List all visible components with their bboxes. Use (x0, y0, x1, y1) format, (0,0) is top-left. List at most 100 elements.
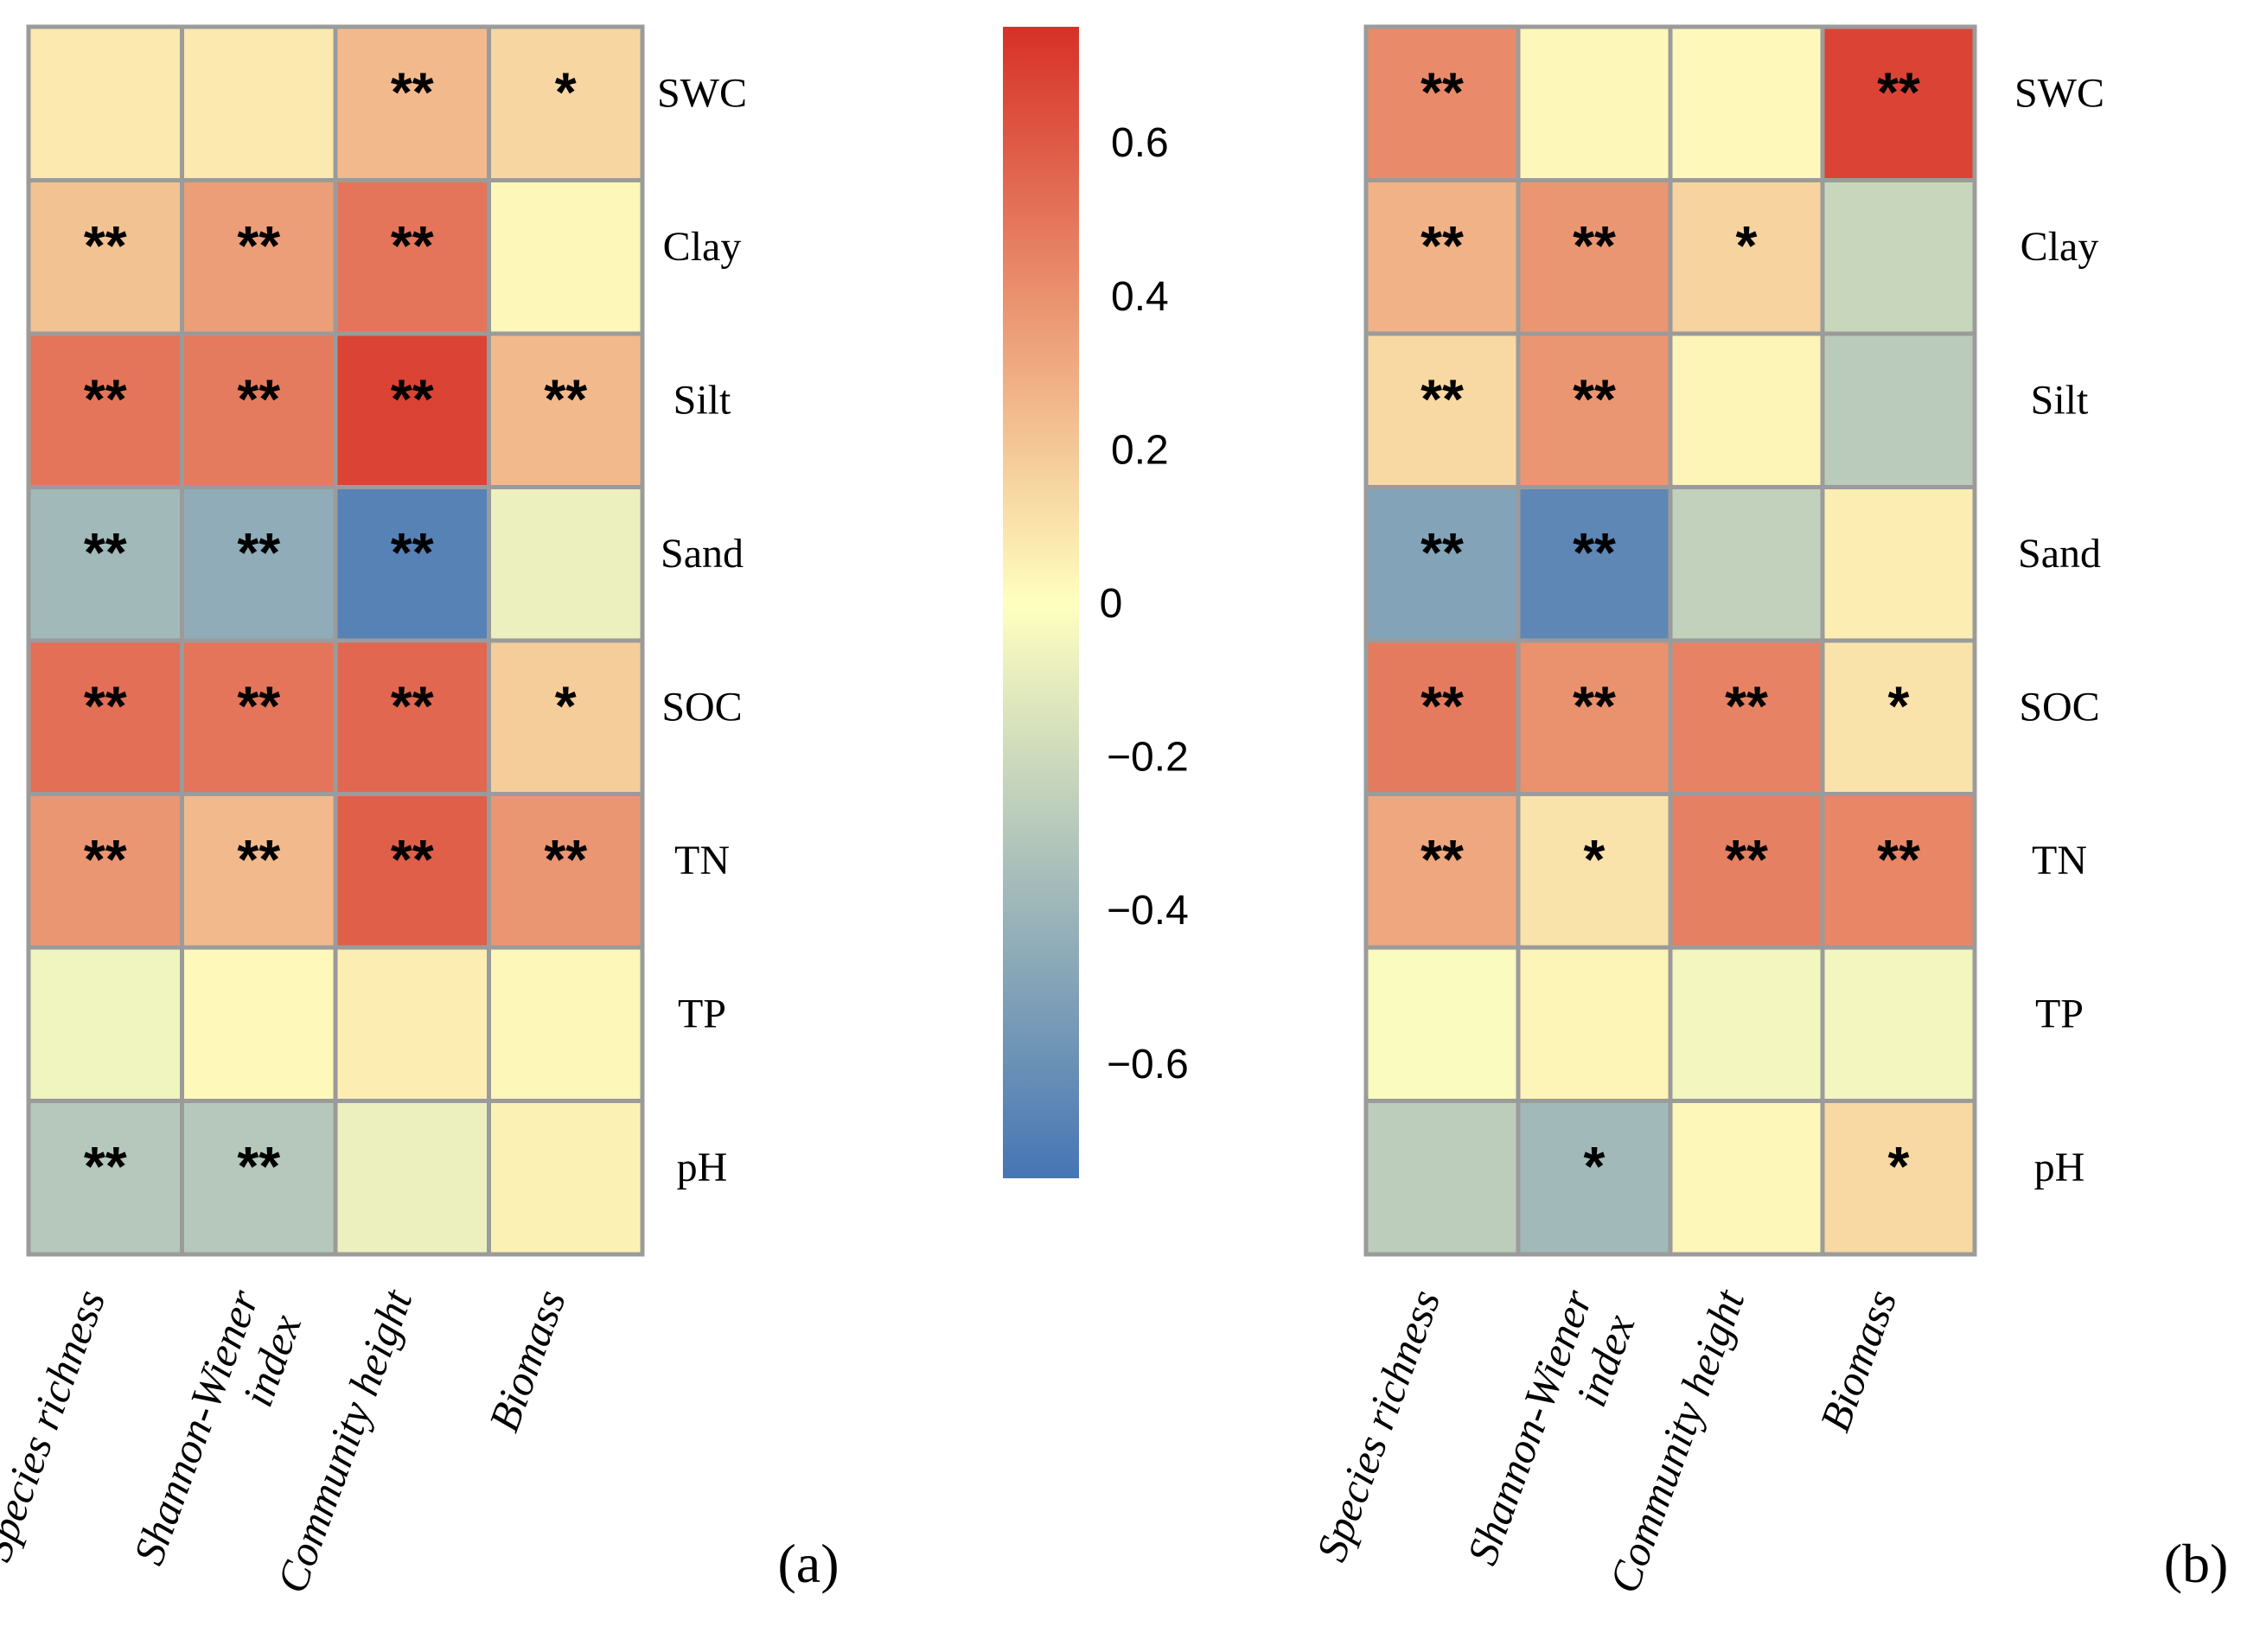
significance-marker: ** (237, 1135, 280, 1197)
heatmap-cell (1820, 331, 1977, 489)
row-label: TP (2035, 991, 2084, 1036)
heatmap-cell (1516, 945, 1673, 1103)
significance-marker: ** (237, 521, 280, 584)
row-label: Sand (661, 531, 744, 577)
heatmap-cell (333, 331, 491, 489)
heatmap-cell (487, 178, 645, 336)
heatmap-cell (1820, 178, 1977, 336)
significance-marker: * (555, 61, 577, 124)
significance-marker: * (555, 675, 577, 737)
heatmap-cell (487, 945, 645, 1103)
row-label: TN (2032, 838, 2087, 883)
heatmap-cell (487, 485, 645, 643)
significance-marker: * (1584, 1135, 1606, 1197)
heatmap-cell (1820, 638, 1977, 796)
significance-marker: * (1736, 214, 1758, 277)
row-label: SWC (657, 70, 747, 116)
row-label: Silt (2031, 377, 2089, 423)
heatmap-cell (26, 945, 184, 1103)
significance-marker: ** (1573, 675, 1616, 737)
row-label: TP (678, 991, 726, 1036)
significance-marker: ** (1725, 828, 1768, 890)
panel-label-b: (b) (2164, 1533, 2229, 1594)
heatmap-cell (1820, 945, 1977, 1103)
heatmap-cell (1820, 24, 1977, 182)
colorbar-tick-label: −0.4 (1107, 888, 1189, 934)
heatmap-panel-a: ** * SWC** ** ** Clay** ** ** ** Silt** ** ** Sand**… (0, 24, 747, 1599)
heatmap-cell (180, 945, 338, 1103)
significance-marker: ** (84, 521, 127, 584)
significance-marker: ** (237, 214, 280, 277)
heatmap-cell (1668, 178, 1825, 336)
heatmap-cell (333, 792, 491, 950)
heatmap-cell (26, 792, 184, 950)
significance-marker: ** (84, 675, 127, 737)
significance-marker: ** (1420, 214, 1464, 277)
heatmap-cell (1363, 945, 1521, 1103)
row-label: SOC (2019, 684, 2099, 730)
significance-marker: ** (1725, 675, 1768, 737)
colorbar-tick-label: 0.4 (1111, 274, 1169, 320)
significance-marker: ** (1420, 521, 1464, 584)
colorbar-tick-label: 0 (1100, 581, 1123, 627)
significance-marker: ** (391, 521, 434, 584)
colorbar-tick-label: −0.6 (1107, 1042, 1189, 1088)
heatmap-cell (26, 485, 184, 643)
row-label: pH (677, 1145, 728, 1190)
significance-marker: ** (1420, 368, 1464, 431)
heatmap-cell (333, 945, 491, 1103)
heatmap-cell (1820, 1099, 1977, 1257)
heatmap-cell (487, 24, 645, 182)
heatmap-cell (1363, 485, 1521, 643)
heatmap-cell (26, 331, 184, 489)
significance-marker: ** (1573, 368, 1616, 431)
heatmap-cell (333, 485, 491, 643)
significance-marker: ** (84, 214, 127, 277)
significance-marker: ** (1420, 61, 1464, 124)
heatmap-cell (1363, 178, 1521, 336)
heatmap-cell (333, 1099, 491, 1257)
heatmap-cell (180, 1099, 338, 1257)
colorbar-tick-label: 0.2 (1111, 427, 1169, 473)
heatmap-cell (487, 792, 645, 950)
significance-marker: ** (1877, 828, 1920, 890)
heatmap-cell (180, 638, 338, 796)
significance-marker: ** (1420, 675, 1464, 737)
significance-marker: ** (391, 828, 434, 890)
significance-marker: ** (544, 828, 587, 890)
significance-marker: ** (1573, 521, 1616, 584)
significance-marker: ** (1573, 214, 1616, 277)
row-label: SOC (661, 684, 742, 730)
significance-marker: ** (84, 828, 127, 890)
heatmap-cell (180, 24, 338, 182)
column-label: Biomass (1810, 1284, 1906, 1438)
heatmap-panel-b: ** ** SWC** ** * Clay** ** Silt** ** Sand** ** ** * S… (1306, 24, 2104, 1599)
heatmap-cell (180, 792, 338, 950)
column-label: Biomass (479, 1284, 575, 1438)
colorbar-tick-label: 0.6 (1111, 120, 1169, 166)
colorbar: 0.6 0.4 0.2 0 −0.2 −0.4 −0.6 (1003, 27, 1189, 1178)
heatmap-cell (487, 638, 645, 796)
column-label: Species richness (0, 1284, 114, 1567)
significance-marker: ** (1420, 828, 1464, 890)
panel-label-a: (a) (777, 1533, 839, 1594)
significance-marker: ** (237, 368, 280, 431)
significance-marker: ** (391, 368, 434, 431)
significance-marker: ** (391, 61, 434, 124)
heatmap-cell (1668, 945, 1825, 1103)
significance-marker: * (1888, 675, 1910, 737)
heatmap-cell (1516, 638, 1673, 796)
heatmap-cell (1516, 1099, 1673, 1257)
heatmap-cell (26, 24, 184, 182)
row-label: TN (674, 838, 730, 883)
row-label: Clay (663, 224, 742, 270)
heatmap-cell (1668, 24, 1825, 182)
row-label: pH (2034, 1145, 2085, 1190)
significance-marker: * (1888, 1135, 1910, 1197)
colorbar-tick-label: −0.2 (1107, 735, 1189, 781)
row-label: Sand (2018, 531, 2101, 577)
significance-marker: ** (237, 828, 280, 890)
row-label: Silt (674, 377, 731, 423)
heatmap-cell (333, 24, 491, 182)
